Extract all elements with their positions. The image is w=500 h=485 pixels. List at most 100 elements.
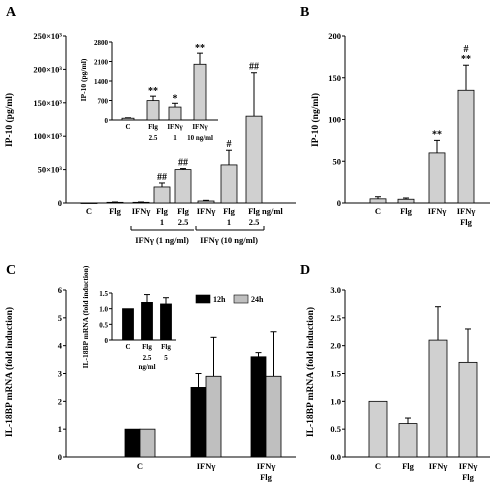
panel-b-y-axis-title: IP-10 (ng/ml) <box>310 93 321 147</box>
panel-a-category-label: 1 <box>160 217 164 227</box>
panel-c-legend-swatch <box>233 294 249 304</box>
panel-a-inset-y-axis-title: IP-10 (pg/ml) <box>79 58 88 101</box>
panel-b-y-tick-label: 100 <box>328 115 341 125</box>
panel-a-inset-category-label: 10 ng/ml <box>187 134 213 142</box>
panel-b-bar <box>428 152 446 204</box>
panel-d-bar <box>368 400 388 458</box>
panel-d-bar <box>398 423 418 458</box>
panel-d-y-tick-label: 3.0 <box>330 285 341 295</box>
panel-c-y-tick-label: 5 <box>58 313 62 323</box>
panel-c-inset-unit-label: ng/ml <box>138 363 155 371</box>
panel-a-category-label: 2.5 <box>249 217 260 227</box>
panel-a-category-label: IFNγ <box>132 206 151 216</box>
panel-a-inset-category-label: 2.5 <box>149 134 158 142</box>
panel-a-y-axis-title: IP-10 (pg/ml) <box>4 93 15 147</box>
panel-c-y-tick-label: 3 <box>58 369 62 379</box>
panel-a-inset-bar <box>121 117 135 121</box>
panel-a-inset-significance-mark: * <box>173 93 178 104</box>
panel-b-significance-mark: ** <box>432 129 442 140</box>
panel-a-inset-category-label: 1 <box>173 134 177 142</box>
panel-a-significance-mark: ## <box>157 172 167 183</box>
panel-c-inset-category-label: 5 <box>164 354 168 362</box>
panel-b-y-tick-label: 50 <box>333 156 342 166</box>
panel-c-y-tick-label: 4 <box>58 341 63 351</box>
panel-c-y-tick-label: 0 <box>58 452 62 462</box>
panel-c-inset-y-axis-title: IL-18BP mRNA (fold induction) <box>81 265 90 368</box>
panel-c-inset-bar <box>160 303 172 341</box>
panel-c-inset-bar <box>122 308 134 341</box>
panel-c-y-tick-label: 1 <box>58 424 62 434</box>
panel-c-category-label: IFNγ <box>197 461 216 471</box>
panel-a-y-tick-label: 200×10³ <box>33 64 62 74</box>
panel-a-significance-mark: ## <box>178 158 188 169</box>
panel-a-bar <box>80 202 98 204</box>
panel-d-category-label: Flg <box>462 472 475 482</box>
panel-c-category-label: IFNγ <box>257 461 276 471</box>
panel-c-category-label: C <box>137 461 143 471</box>
panel-c-inset-y-tick-label: 1.5 <box>99 290 108 298</box>
panel-a-group-label: IFNγ (1 ng/ml) <box>135 235 189 245</box>
panel-d-category-label: IFNγ <box>429 461 448 471</box>
panel-b-category-label: Flg <box>460 217 473 227</box>
panel-a-inset-significance-mark: ** <box>195 43 205 54</box>
panel-d-y-tick-label: 1.5 <box>330 369 341 379</box>
panel-c-bar-24h <box>205 375 222 458</box>
panel-d-category-label: C <box>375 461 381 471</box>
panel-label-b: B <box>300 5 309 20</box>
panel-c-inset-category-label: 2.5 <box>143 354 152 362</box>
panel-c-y-tick-label: 2 <box>58 396 62 406</box>
panel-a-inset-y-tick-label: 1400 <box>94 78 109 86</box>
panel-a-category-label: Flg <box>109 206 122 216</box>
panel-d-y-tick-label: 0.0 <box>330 452 341 462</box>
panel-a-inset-y-tick-label: 0 <box>105 117 109 125</box>
panel-b-category-label: IFNγ <box>457 206 476 216</box>
panel-d-y-tick-label: 0.5 <box>330 424 341 434</box>
panel-c-legend-label: 12h <box>213 295 226 304</box>
panel-c-legend-label: 24h <box>251 295 264 304</box>
panel-a-y-tick-label: 250×10³ <box>33 31 62 41</box>
panel-b-bar <box>397 198 415 204</box>
panel-b-y-tick-label: 200 <box>328 31 341 41</box>
panel-c-y-axis-title: IL-18BP mRNA (fold induction) <box>4 307 15 437</box>
panel-b-significance-mark: # <box>464 44 469 55</box>
panel-a-category-label: C <box>86 206 92 216</box>
panel-c-inset-y-tick-label: 0 <box>105 337 109 345</box>
panel-b-bar <box>457 89 475 204</box>
panel-c-legend-swatch <box>195 294 211 304</box>
panel-d-bar <box>428 339 448 458</box>
panel-c-category-label: Flg <box>260 472 273 482</box>
charts-layer: 0 50×10³ 100×10³ 150×10³ 200×10³ 250×10³ IP-10… <box>4 31 490 482</box>
panel-d-y-tick-label: 2.5 <box>330 313 341 323</box>
panel-label-d: D <box>300 263 310 278</box>
panel-a-category-label: 2.5 <box>178 217 189 227</box>
panel-a-category-label: Flg <box>223 206 236 216</box>
panel-b-y-tick-label: 150 <box>328 73 341 83</box>
panel-label-c: C <box>6 263 16 278</box>
panel-b-category-label: C <box>375 206 381 216</box>
panel-a-inset-y-tick-label: 700 <box>98 98 109 106</box>
panel-c-bar-12h <box>190 387 207 458</box>
panel-a-inset-category-label: Flg <box>148 123 158 131</box>
panel-b-category-label: Flg <box>400 206 413 216</box>
panel-a-category-label: 1 <box>227 217 231 227</box>
panel-c-inset-category-label: Flg <box>161 343 171 351</box>
panel-a-inset-bar <box>168 106 182 121</box>
panel-a-y-tick-label: 150×10³ <box>33 98 62 108</box>
panel-c-inset-bar <box>141 301 153 341</box>
panel-a-category-label: IFNγ <box>197 206 216 216</box>
panel-c-inset-category-label: Flg <box>142 343 152 351</box>
panel-c-y-tick-label: 6 <box>58 285 62 295</box>
panel-c-inset-y-tick-label: 0.5 <box>99 321 108 329</box>
panel-a-y-tick-label: 50×10³ <box>38 165 63 175</box>
panel-c-bar-12h <box>250 356 267 458</box>
panel-b-category-label: IFNγ <box>428 206 447 216</box>
panel-a-inset-bar <box>146 100 160 121</box>
panel-a-group-label: IFNγ (10 ng/ml) <box>200 235 258 245</box>
panel-c-bar-12h <box>124 428 141 458</box>
panel-a-bar <box>245 115 263 204</box>
panel-a-inset-y-tick-label: 2800 <box>94 39 109 47</box>
panel-c-bar-24h <box>139 428 156 458</box>
panel-a-bar <box>174 169 192 204</box>
panel-a-y-tick-label: 0 <box>58 198 62 208</box>
